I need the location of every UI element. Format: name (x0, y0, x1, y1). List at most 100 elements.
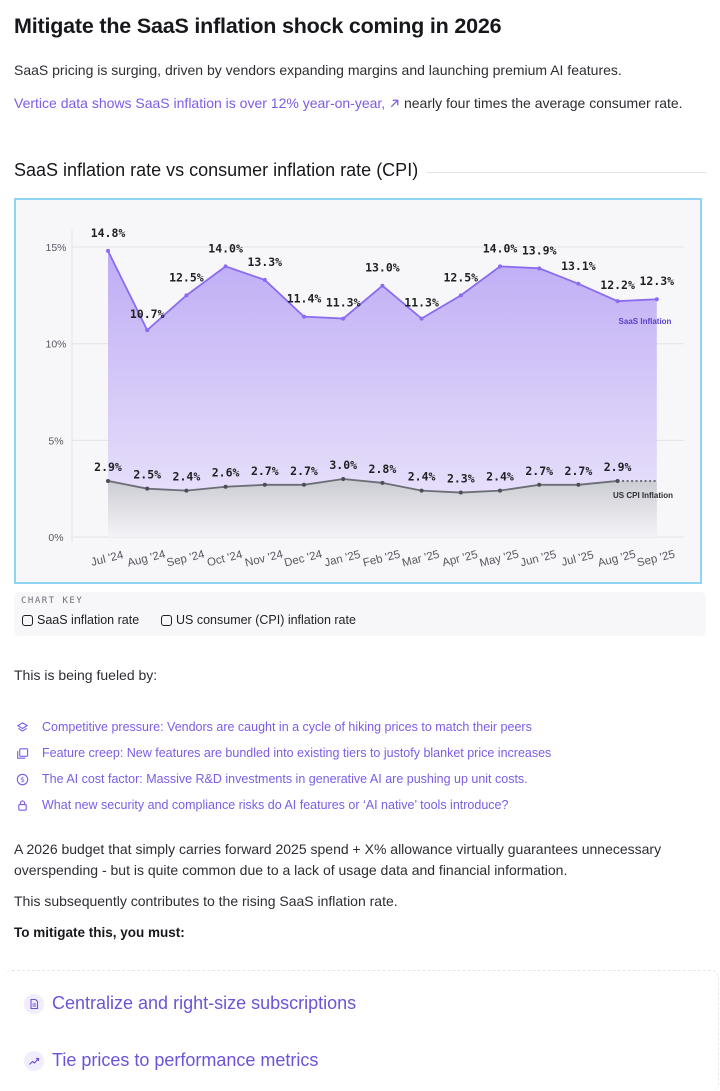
x-tick-label: Apr '25 (441, 549, 479, 569)
action-label: Centralize and right-size subscriptions (52, 993, 357, 1013)
cpi-data-label: 2.4% (408, 470, 436, 484)
svg-text:$: $ (20, 775, 25, 784)
x-tick-label: Feb '25 (362, 549, 402, 570)
cpi-point (106, 478, 110, 483)
cpi-area (108, 479, 657, 537)
saas-point (615, 299, 620, 304)
cpi-data-label: 2.9% (604, 460, 632, 474)
saas-point (537, 266, 542, 271)
cpi-point (615, 478, 620, 483)
saas-data-label: 11.4% (287, 292, 322, 306)
saas-data-label: 13.0% (365, 261, 400, 275)
cpi-point (223, 484, 228, 489)
x-tick-label: Aug '25 (597, 549, 637, 570)
x-tick-label: May '25 (478, 548, 520, 569)
x-tick-label: Mar '25 (401, 549, 441, 570)
x-tick-label: Jul '24 (90, 549, 125, 569)
list-item[interactable]: What new security and compliance risks d… (16, 792, 551, 818)
list-item[interactable]: Competitive pressure: Vendors are caught… (16, 714, 551, 740)
cpi-data-label: 3.0% (329, 458, 357, 472)
saas-data-label: 13.9% (522, 243, 557, 257)
action-list: Centralize and right-size subscriptions … (4, 970, 719, 1091)
cpi-series-label: US CPI Inflation (613, 491, 673, 500)
chart-key-title: CHART KEY (21, 596, 84, 606)
action-centralize[interactable]: Centralize and right-size subscriptions (24, 993, 356, 1014)
contribution-paragraph: This subsequently contributes to the ris… (14, 893, 398, 909)
saas-data-label: 10.7% (130, 307, 165, 321)
budget-paragraph: A 2026 budget that simply carries forwar… (14, 841, 662, 878)
cpi-data-label: 2.4% (486, 470, 514, 484)
driver-text: The AI cost factor: Massive R&D investme… (42, 772, 528, 786)
cpi-point (498, 488, 502, 493)
saas-point (223, 264, 228, 269)
dollar-icon: $ (16, 773, 29, 785)
saas-data-label: 14.0% (208, 241, 243, 255)
vertice-data-link-text[interactable]: Vertice data shows SaaS inflation is ove… (14, 95, 386, 111)
key-item-cpi[interactable]: US consumer (CPI) inflation rate (161, 613, 356, 627)
x-tick-label: Jan '25 (323, 549, 362, 570)
trend-icon (24, 1050, 44, 1071)
list-item[interactable]: Feature creep: New features are bundled … (16, 740, 551, 766)
saas-point (654, 297, 659, 302)
lock-icon (18, 799, 27, 811)
arrow-up-right-icon (390, 99, 399, 108)
cpi-data-label: 2.6% (212, 466, 240, 480)
x-tick-label: Oct '24 (206, 549, 244, 570)
cpi-point (262, 482, 267, 487)
y-tick-label: 15% (45, 242, 66, 254)
intro-text: SaaS pricing is surging, driven by vendo… (14, 62, 622, 78)
cpi-point (184, 488, 189, 493)
cpi-data-label: 2.7% (251, 464, 279, 478)
cpi-data-label: 2.7% (565, 464, 593, 478)
saas-point (302, 314, 306, 319)
vertice-data-link[interactable]: Vertice data shows SaaS inflation is ove… (14, 95, 400, 111)
saas-point (341, 316, 346, 321)
inflation-chart: 0% 5% 10% 15% 14.8% 10.7% 12.5% 14.0% 13.3% 11.4%… (14, 198, 702, 584)
saas-point (145, 328, 150, 333)
saas-data-label: 14.0% (483, 241, 518, 255)
driver-text: Feature creep: New features are bundled … (42, 746, 552, 760)
saas-point (106, 248, 110, 253)
cpi-data-label: 2.7% (525, 464, 553, 478)
saas-data-label: 11.3% (326, 296, 361, 310)
x-tick-label: Sep '25 (636, 549, 676, 570)
key-square-icon (22, 614, 33, 626)
cpi-point (145, 486, 150, 491)
saas-data-label: 11.3% (404, 296, 439, 310)
saas-point (458, 293, 463, 298)
cpi-point (380, 480, 385, 485)
key-item-saas[interactable]: SaaS inflation rate (22, 613, 139, 627)
document-icon (24, 993, 44, 1014)
intro-paragraph: Vertice data shows SaaS inflation is ove… (14, 93, 704, 113)
key-square-icon (161, 614, 172, 626)
key-item-label: SaaS inflation rate (37, 613, 140, 627)
saas-data-label: 14.8% (91, 226, 126, 240)
list-item[interactable]: $ The AI cost factor: Massive R&D invest… (16, 766, 551, 792)
action-tie-prices[interactable]: Tie prices to performance metrics (24, 1050, 318, 1071)
cpi-line (107, 478, 618, 494)
saas-point (498, 264, 502, 269)
saas-point (184, 293, 189, 298)
saas-data-label: 12.2% (600, 278, 635, 292)
cpi-point (458, 490, 463, 495)
saas-area (108, 250, 657, 537)
inflation-chart-svg: 0% 5% 10% 15% 14.8% 10.7% 12.5% 14.0% 13.3% 11.4%… (45, 226, 684, 570)
cpi-data-label: 2.9% (94, 460, 122, 474)
chart-key: CHART KEY SaaS inflation rate US consume… (14, 592, 706, 636)
saas-series-label: SaaS Inflation (619, 317, 672, 326)
action-label: Tie prices to performance metrics (52, 1050, 319, 1070)
cpi-point (537, 482, 542, 487)
drivers-list: Competitive pressure: Vendors are caught… (16, 714, 551, 818)
driver-text: Competitive pressure: Vendors are caught… (42, 720, 532, 734)
saas-point (419, 316, 424, 321)
cpi-data-label: 2.7% (290, 464, 318, 478)
key-item-label: US consumer (CPI) inflation rate (176, 613, 356, 627)
saas-point (576, 281, 581, 286)
x-tick-label: Jul '25 (560, 549, 595, 569)
intro-rest-text: nearly four times the average consumer r… (400, 95, 683, 111)
cpi-point (419, 488, 424, 493)
saas-data-label: 12.5% (443, 270, 478, 284)
cpi-data-label: 2.4% (173, 470, 201, 484)
x-tick-label: Aug '24 (126, 548, 167, 569)
x-tick-label: Nov '24 (244, 548, 285, 569)
